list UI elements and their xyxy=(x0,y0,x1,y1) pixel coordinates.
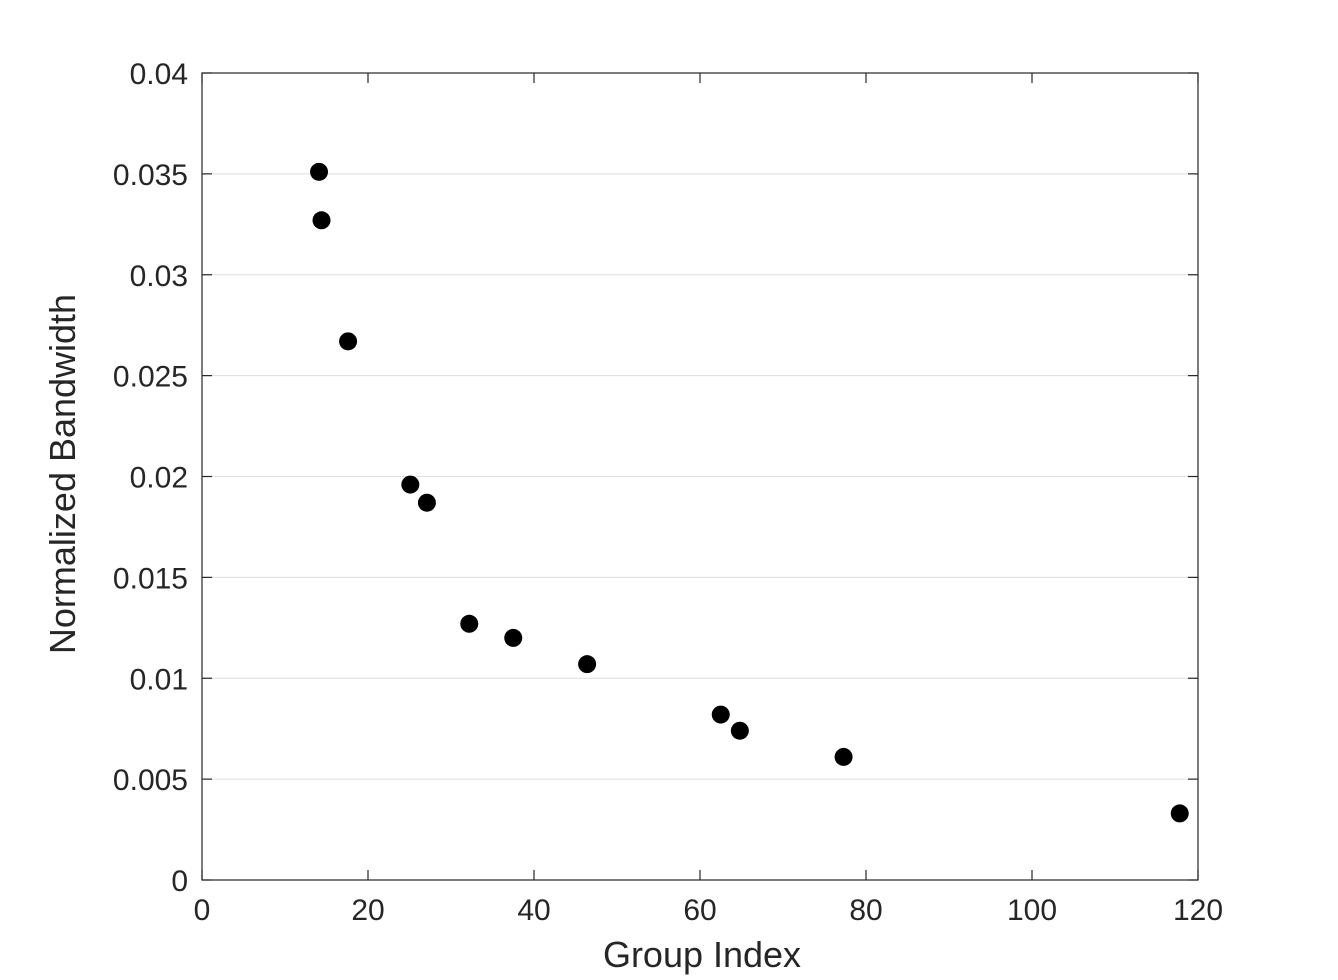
axis-ticks: 0 0.005 0.01 0.015 0.02 0.025 0.03 0.035 0.04 0 20… xyxy=(113,58,1223,927)
data-point xyxy=(310,162,329,181)
data-point xyxy=(730,721,749,740)
x-tick-label: 80 xyxy=(849,894,882,927)
x-tick-label: 100 xyxy=(1007,894,1057,927)
data-point xyxy=(711,705,730,724)
y-tick-label: 0 xyxy=(171,865,188,898)
data-point xyxy=(460,614,479,633)
x-tick-label: 0 xyxy=(194,894,211,927)
data-points xyxy=(310,162,1189,823)
x-axis-title: Group Index xyxy=(603,934,801,975)
y-tick-label: 0.035 xyxy=(113,159,188,192)
x-tick-label: 20 xyxy=(351,894,384,927)
data-point xyxy=(312,211,331,230)
y-tick-label: 0.005 xyxy=(113,764,188,797)
y-tick-label: 0.04 xyxy=(130,58,188,91)
y-tick-label: 0.01 xyxy=(130,663,188,696)
y-tick-label: 0.015 xyxy=(113,562,188,595)
data-point xyxy=(578,655,597,674)
y-tick-label: 0.03 xyxy=(130,260,188,293)
grid-lines xyxy=(202,173,1198,780)
data-point xyxy=(339,332,358,351)
x-tick-label: 120 xyxy=(1173,894,1223,927)
x-tick-label: 60 xyxy=(683,894,716,927)
data-point xyxy=(504,628,523,647)
y-tick-label: 0.02 xyxy=(130,462,188,495)
data-point xyxy=(417,493,436,512)
data-point xyxy=(401,475,420,494)
y-axis-title: Normalized Bandwidth xyxy=(42,294,83,654)
data-point xyxy=(834,747,853,766)
data-point xyxy=(1170,804,1189,823)
x-tick-label: 40 xyxy=(517,894,550,927)
y-tick-label: 0.025 xyxy=(113,361,188,394)
